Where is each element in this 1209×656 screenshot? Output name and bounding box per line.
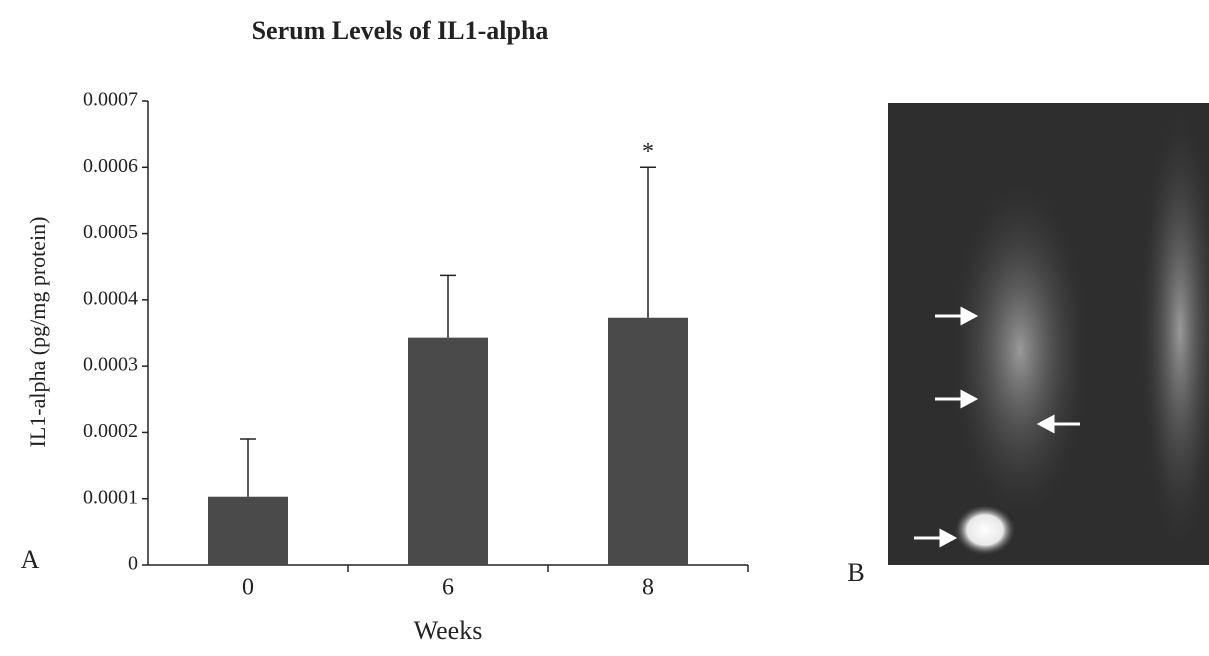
bar [608,318,688,565]
panel-label: A [21,545,40,574]
y-axis-label: IL1-alpha (pg/mg protein) [25,217,50,448]
bar [408,338,488,565]
x-tick-label: 8 [642,575,654,601]
error-bar [240,439,256,497]
bar [208,497,288,565]
y-tick-label: 0.0003 [83,354,138,376]
y-tick-label: 0 [128,553,138,575]
x-tick-label: 0 [242,575,254,601]
x-tick-label: 6 [442,575,454,601]
y-tick-label: 0.0006 [83,155,138,177]
y-tick-label: 0.0004 [83,287,138,309]
x-axis-label: Weeks [414,616,483,645]
y-tick-label: 0.0005 [83,221,138,243]
micrograph [888,103,1209,565]
panel-label: B [847,558,864,587]
figure: Serum Levels of IL1-alpha IL1-alpha (pg/… [0,0,1209,651]
significance-marker: * [642,139,654,165]
y-tick-label: 0.0001 [83,486,138,508]
error-bar [440,275,456,337]
y-tick-label: 0.0007 [83,89,138,111]
y-tick-label: 0.0002 [83,420,138,442]
chart-title: Serum Levels of IL1-alpha [252,16,549,45]
error-bar [640,167,656,317]
